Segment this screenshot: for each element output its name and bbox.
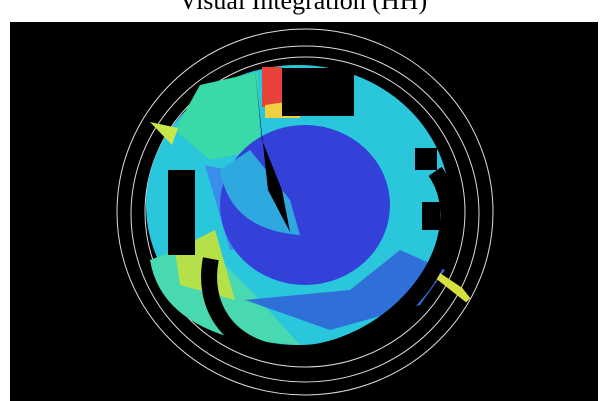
field-region [150,122,178,145]
outer-ring [130,45,480,383]
field-region [262,67,282,107]
inner-ring [144,56,466,368]
void-block [422,202,440,230]
void-block [168,170,195,255]
figure-title: Visual Integration (HH) [178,0,428,15]
void-block [282,68,354,116]
field-region [220,150,300,235]
wall [255,70,290,232]
visibility-field [146,65,471,362]
void-block [415,148,437,170]
central-region [220,125,390,285]
field-region [428,267,471,303]
outer-ring [116,28,494,396]
wall-crescent [201,130,457,362]
field-region [175,72,260,160]
outer-rings [116,28,494,396]
